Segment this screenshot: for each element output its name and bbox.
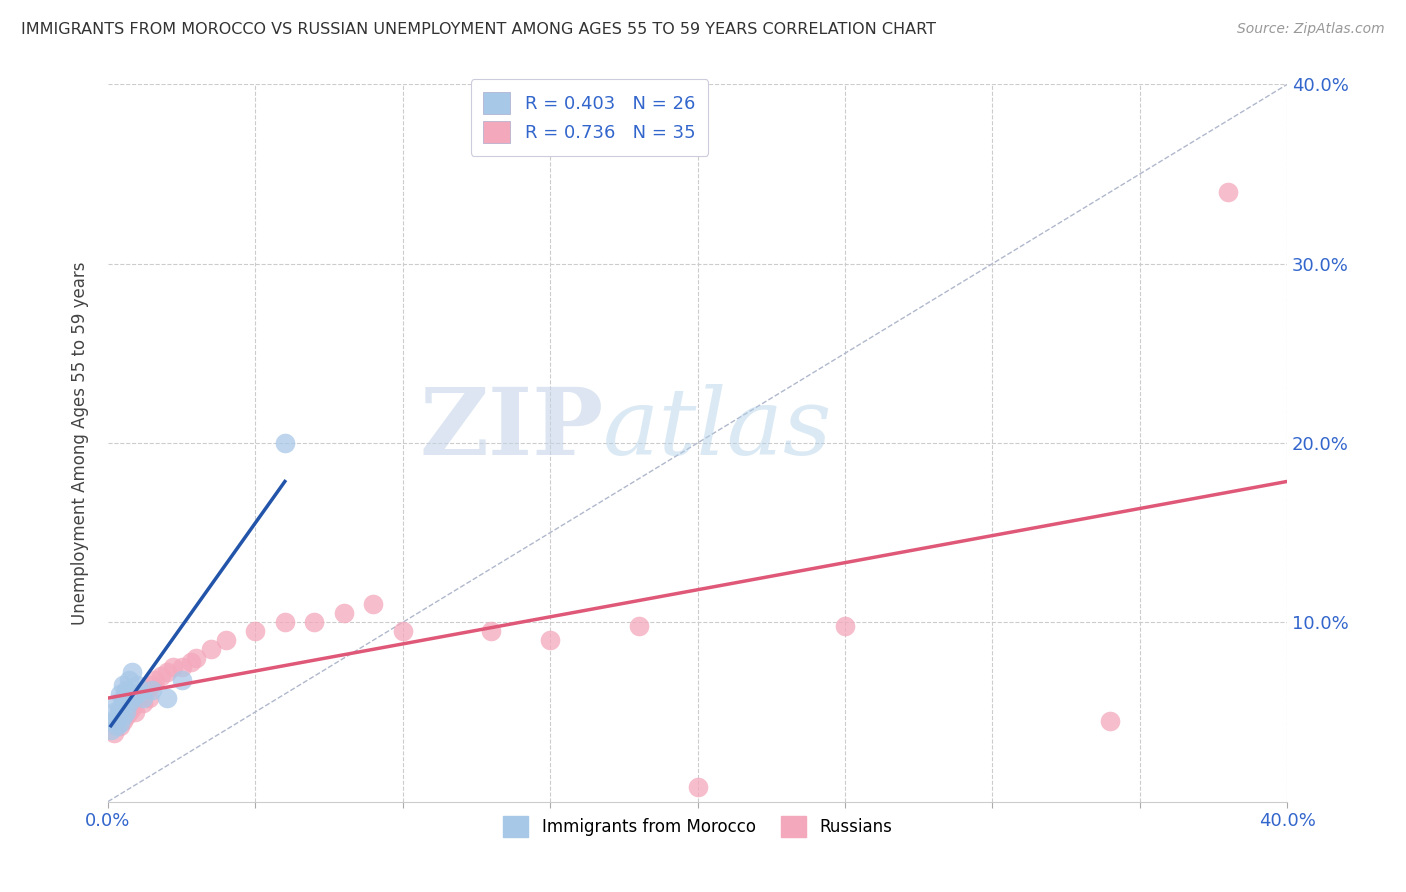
Point xyxy=(108,719,131,733)
Point xyxy=(361,598,384,612)
Point xyxy=(114,708,136,723)
Text: atlas: atlas xyxy=(603,384,832,474)
Point xyxy=(215,633,238,648)
Point xyxy=(124,705,146,719)
Point xyxy=(117,696,139,710)
Point xyxy=(138,690,160,705)
Point xyxy=(156,665,179,680)
Point xyxy=(121,665,143,680)
Point xyxy=(117,705,139,719)
Point xyxy=(111,714,134,728)
Point xyxy=(111,708,134,723)
Point xyxy=(103,714,125,728)
Point xyxy=(127,678,149,692)
Point xyxy=(274,436,297,450)
Point xyxy=(105,708,128,723)
Point xyxy=(170,660,193,674)
Point xyxy=(333,607,356,621)
Y-axis label: Unemployment Among Ages 55 to 59 years: Unemployment Among Ages 55 to 59 years xyxy=(72,261,89,624)
Point xyxy=(103,705,125,719)
Point xyxy=(200,642,222,657)
Point xyxy=(129,687,152,701)
Point xyxy=(121,690,143,705)
Legend: Immigrants from Morocco, Russians: Immigrants from Morocco, Russians xyxy=(496,810,898,844)
Point xyxy=(170,673,193,687)
Point xyxy=(114,705,136,719)
Point xyxy=(150,669,173,683)
Point xyxy=(132,690,155,705)
Point xyxy=(391,624,413,639)
Point xyxy=(479,624,502,639)
Point xyxy=(141,683,163,698)
Point xyxy=(186,651,208,665)
Point xyxy=(100,723,122,737)
Point xyxy=(538,633,561,648)
Point xyxy=(127,687,149,701)
Point xyxy=(162,660,184,674)
Point xyxy=(105,696,128,710)
Text: ZIP: ZIP xyxy=(419,384,603,474)
Point xyxy=(108,701,131,715)
Point xyxy=(245,624,267,639)
Point xyxy=(686,780,709,795)
Text: IMMIGRANTS FROM MOROCCO VS RUSSIAN UNEMPLOYMENT AMONG AGES 55 TO 59 YEARS CORREL: IMMIGRANTS FROM MOROCCO VS RUSSIAN UNEMP… xyxy=(21,22,936,37)
Point xyxy=(127,690,149,705)
Point xyxy=(143,673,166,687)
Point xyxy=(105,719,128,733)
Point xyxy=(274,615,297,630)
Point xyxy=(108,687,131,701)
Point xyxy=(108,715,131,730)
Point xyxy=(180,655,202,669)
Point xyxy=(111,678,134,692)
Point xyxy=(304,615,326,630)
Point xyxy=(103,726,125,740)
Point xyxy=(135,683,157,698)
Text: Source: ZipAtlas.com: Source: ZipAtlas.com xyxy=(1237,22,1385,37)
Point xyxy=(111,690,134,705)
Point xyxy=(834,619,856,633)
Point xyxy=(124,687,146,701)
Point xyxy=(1099,714,1122,728)
Point xyxy=(156,690,179,705)
Point xyxy=(1216,185,1239,199)
Point xyxy=(117,673,139,687)
Point xyxy=(132,696,155,710)
Point xyxy=(121,701,143,715)
Point xyxy=(141,678,163,692)
Point xyxy=(114,683,136,698)
Point xyxy=(627,619,650,633)
